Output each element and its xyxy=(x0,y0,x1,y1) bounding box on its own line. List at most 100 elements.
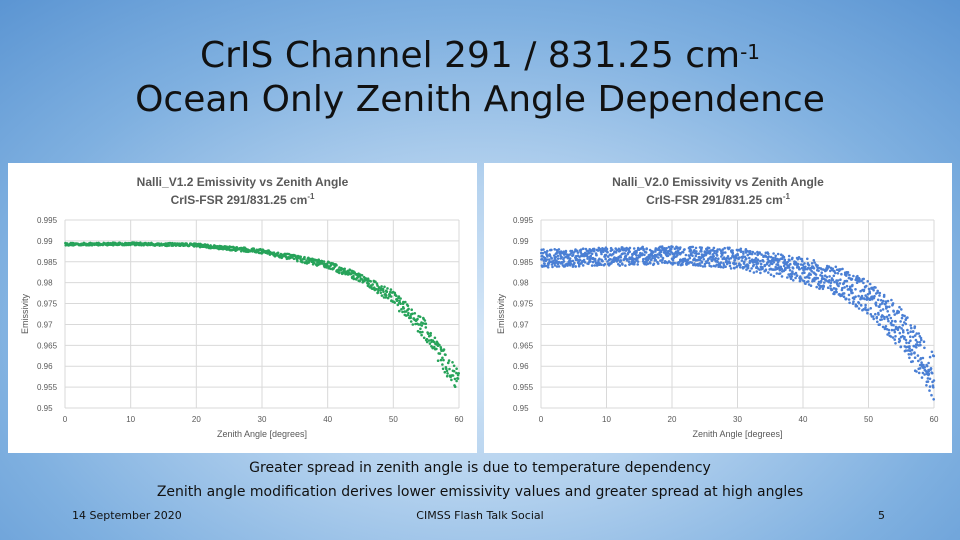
data-point xyxy=(371,283,375,286)
data-point xyxy=(881,325,885,329)
data-point xyxy=(844,297,848,301)
data-point xyxy=(930,393,933,397)
data-point xyxy=(781,254,784,258)
chart-subtitle-superscript: -1 xyxy=(783,192,791,201)
data-point xyxy=(383,285,386,289)
data-point xyxy=(349,272,353,276)
data-point xyxy=(388,293,391,296)
data-point xyxy=(553,264,557,267)
data-point xyxy=(836,284,840,287)
data-point xyxy=(667,260,671,263)
data-point xyxy=(821,274,824,278)
data-point xyxy=(729,267,733,270)
data-point xyxy=(918,341,922,344)
data-point xyxy=(665,247,668,250)
data-point xyxy=(217,247,221,251)
data-point xyxy=(723,246,726,250)
chart-panel-v20: Nalli_V2.0 Emissivity vs Zenith Angle CrI… xyxy=(484,163,952,453)
data-point xyxy=(778,267,782,271)
data-point xyxy=(928,377,932,381)
data-point xyxy=(376,291,379,295)
data-point xyxy=(884,325,888,328)
data-point xyxy=(729,257,733,260)
data-point xyxy=(420,324,424,327)
data-point xyxy=(554,261,558,264)
data-point xyxy=(557,265,561,268)
data-point xyxy=(809,284,813,287)
data-point xyxy=(788,269,792,272)
data-point xyxy=(673,261,676,265)
data-point xyxy=(425,340,429,344)
data-point xyxy=(921,356,925,360)
data-point xyxy=(556,257,560,260)
data-point xyxy=(913,356,917,359)
data-point xyxy=(854,288,857,291)
data-point xyxy=(616,258,620,261)
data-point xyxy=(752,271,756,274)
x-tick-label: 20 xyxy=(192,415,201,424)
data-point xyxy=(910,348,914,352)
data-point xyxy=(884,305,888,308)
data-point xyxy=(598,263,601,266)
data-point xyxy=(911,330,915,333)
data-point xyxy=(731,249,734,252)
data-point xyxy=(742,250,745,254)
data-point xyxy=(768,268,771,271)
data-point xyxy=(693,249,696,252)
data-point xyxy=(819,279,823,283)
data-point xyxy=(701,265,705,268)
data-point xyxy=(852,274,855,278)
data-point xyxy=(904,349,908,352)
data-point xyxy=(772,274,776,278)
data-point xyxy=(842,292,846,295)
data-point xyxy=(379,291,383,295)
data-point xyxy=(312,258,316,261)
data-point xyxy=(784,268,787,271)
data-point xyxy=(661,258,664,261)
data-point xyxy=(831,267,834,270)
data-point xyxy=(836,272,840,275)
data-point xyxy=(790,257,794,261)
data-point xyxy=(711,258,714,262)
data-point xyxy=(420,333,423,337)
data-point xyxy=(712,255,715,258)
caption-line-2: Zenith angle modification derives lower … xyxy=(156,484,804,500)
data-point xyxy=(684,253,688,257)
data-point xyxy=(906,328,909,332)
data-point xyxy=(574,265,577,268)
data-point xyxy=(377,289,380,292)
data-point xyxy=(623,247,626,251)
data-point xyxy=(921,371,925,375)
data-point xyxy=(598,248,602,252)
data-point xyxy=(432,340,436,344)
data-point xyxy=(611,252,615,256)
data-point xyxy=(449,375,452,379)
data-point xyxy=(554,255,557,259)
data-point xyxy=(691,251,695,254)
data-point xyxy=(606,251,609,254)
data-point xyxy=(668,253,672,256)
data-point xyxy=(822,284,825,287)
data-point xyxy=(307,260,311,264)
data-point xyxy=(869,307,872,310)
data-point xyxy=(817,282,820,286)
data-point xyxy=(777,259,781,262)
y-tick-label: 0.96 xyxy=(37,362,53,371)
data-point xyxy=(445,367,448,371)
data-point xyxy=(728,246,731,250)
data-point xyxy=(885,307,888,310)
data-point xyxy=(928,385,932,388)
data-point xyxy=(642,257,645,261)
data-point xyxy=(429,334,432,337)
data-point xyxy=(828,279,831,282)
data-point xyxy=(728,264,732,268)
data-point xyxy=(763,264,767,268)
data-point xyxy=(600,263,603,266)
data-point xyxy=(807,264,811,267)
data-point xyxy=(301,260,304,264)
data-point xyxy=(922,363,925,367)
data-point xyxy=(804,265,807,269)
x-tick-label: 60 xyxy=(930,415,939,424)
data-point xyxy=(892,323,895,327)
data-point xyxy=(846,272,849,275)
